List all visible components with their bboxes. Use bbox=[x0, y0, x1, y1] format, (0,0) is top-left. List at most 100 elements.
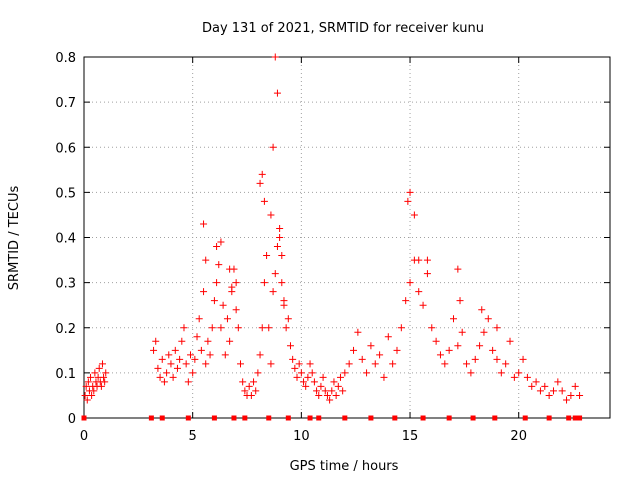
x-tick-label: 15 bbox=[402, 429, 419, 444]
data-point bbox=[350, 346, 358, 354]
data-point bbox=[247, 391, 255, 399]
data-point bbox=[197, 346, 205, 354]
data-point bbox=[397, 324, 405, 332]
data-point bbox=[163, 369, 171, 377]
y-tick-label: 0.3 bbox=[55, 277, 76, 292]
zero-marker bbox=[307, 415, 313, 421]
data-point bbox=[160, 378, 168, 386]
zero-marker bbox=[566, 415, 572, 421]
data-point bbox=[90, 387, 98, 395]
data-point bbox=[506, 337, 514, 345]
data-point bbox=[156, 373, 164, 381]
data-point bbox=[100, 373, 108, 381]
data-point bbox=[265, 324, 273, 332]
data-point bbox=[384, 333, 392, 341]
data-point bbox=[282, 324, 290, 332]
data-point bbox=[332, 391, 340, 399]
x-tick-label: 20 bbox=[510, 429, 527, 444]
y-tick-label: 0.8 bbox=[55, 51, 76, 66]
data-point bbox=[256, 179, 264, 187]
data-point bbox=[245, 382, 253, 390]
data-point bbox=[567, 391, 575, 399]
data-point bbox=[236, 360, 244, 368]
data-point bbox=[563, 396, 571, 404]
data-point bbox=[306, 360, 314, 368]
data-point bbox=[493, 324, 501, 332]
data-point bbox=[191, 355, 199, 363]
zero-marker bbox=[231, 415, 237, 421]
zero-marker bbox=[185, 415, 191, 421]
data-point bbox=[345, 360, 353, 368]
data-point bbox=[489, 346, 497, 354]
data-point bbox=[280, 297, 288, 305]
zero-marker bbox=[470, 415, 476, 421]
data-point bbox=[260, 197, 268, 205]
data-point bbox=[195, 315, 203, 323]
data-point bbox=[82, 382, 90, 390]
data-point bbox=[317, 382, 325, 390]
zero-marker bbox=[81, 415, 87, 421]
data-point bbox=[295, 360, 303, 368]
y-tick-label: 0 bbox=[68, 412, 76, 427]
data-point bbox=[463, 360, 471, 368]
x-tick-label: 0 bbox=[80, 429, 88, 444]
data-point bbox=[267, 211, 275, 219]
data-point bbox=[321, 387, 329, 395]
data-point bbox=[532, 378, 540, 386]
data-point bbox=[171, 346, 179, 354]
data-point bbox=[83, 396, 91, 404]
data-point bbox=[406, 279, 414, 287]
data-point bbox=[254, 369, 262, 377]
y-tick-label: 0.1 bbox=[55, 367, 76, 382]
data-point bbox=[217, 324, 225, 332]
data-point bbox=[376, 351, 384, 359]
data-point bbox=[169, 373, 177, 381]
data-point bbox=[510, 373, 518, 381]
data-point bbox=[178, 337, 186, 345]
data-point bbox=[389, 360, 397, 368]
data-point bbox=[326, 396, 334, 404]
zero-marker bbox=[572, 415, 578, 421]
y-axis-label: SRMTID / TECUs bbox=[7, 186, 22, 291]
data-point bbox=[88, 391, 96, 399]
data-point bbox=[354, 328, 362, 336]
data-point bbox=[402, 297, 410, 305]
zero-marker bbox=[492, 415, 498, 421]
x-axis-label: GPS time / hours bbox=[290, 459, 399, 474]
data-point bbox=[297, 369, 305, 377]
data-point bbox=[441, 360, 449, 368]
data-point bbox=[239, 378, 247, 386]
data-point bbox=[193, 333, 201, 341]
data-point bbox=[154, 364, 162, 372]
data-point bbox=[241, 387, 249, 395]
data-point bbox=[432, 337, 440, 345]
data-point bbox=[252, 387, 260, 395]
data-point bbox=[291, 364, 299, 372]
data-point bbox=[273, 243, 281, 251]
data-point bbox=[471, 355, 479, 363]
data-point bbox=[410, 211, 418, 219]
data-point bbox=[428, 324, 436, 332]
data-point bbox=[304, 373, 312, 381]
data-point bbox=[484, 315, 492, 323]
data-point bbox=[497, 369, 505, 377]
data-point bbox=[200, 288, 208, 296]
x-axis-ticks: 0 5 10 15 20 bbox=[80, 57, 527, 444]
data-point bbox=[256, 351, 264, 359]
data-point bbox=[213, 243, 221, 251]
data-point bbox=[260, 279, 268, 287]
data-point bbox=[419, 301, 427, 309]
zero-marker bbox=[392, 415, 398, 421]
data-point bbox=[204, 337, 212, 345]
data-point bbox=[319, 373, 327, 381]
zero-marker bbox=[148, 415, 154, 421]
data-point bbox=[286, 342, 294, 350]
data-point bbox=[308, 369, 316, 377]
data-point bbox=[493, 355, 501, 363]
grid-lines bbox=[84, 57, 610, 418]
data-point bbox=[502, 360, 510, 368]
data-point bbox=[339, 387, 347, 395]
data-point bbox=[576, 391, 584, 399]
zero-marker bbox=[211, 415, 217, 421]
zero-markers bbox=[81, 415, 583, 421]
